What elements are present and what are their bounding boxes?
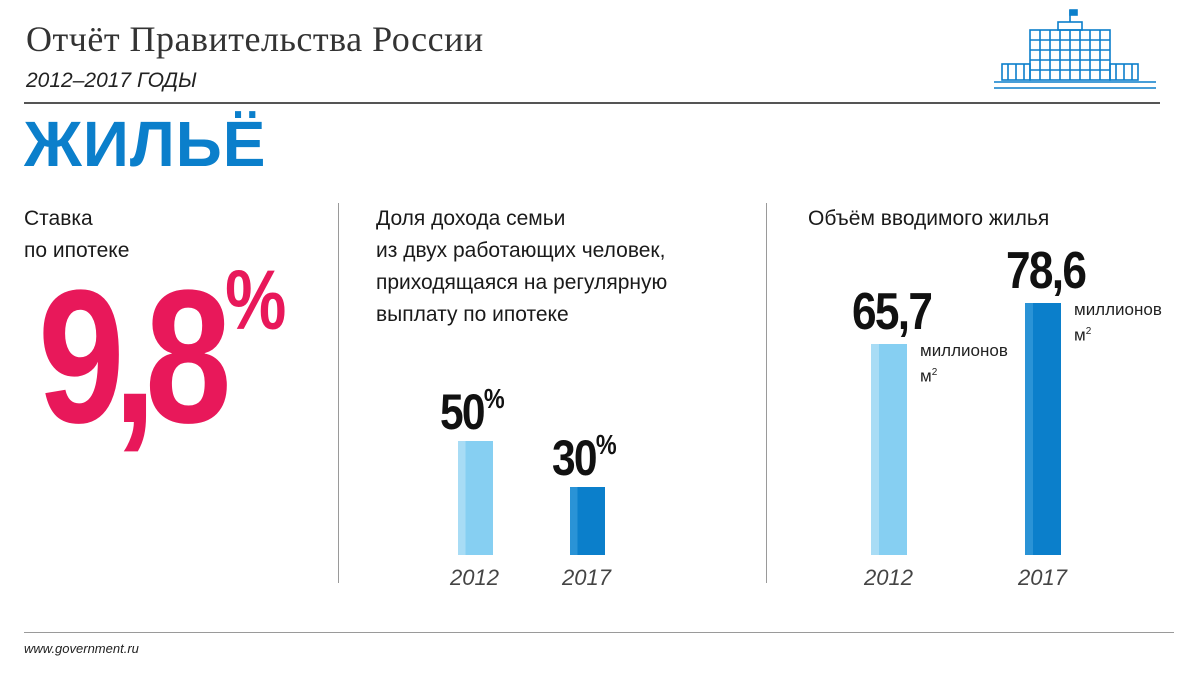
unit-exponent: 2	[931, 367, 938, 379]
income-share-title-line: выплату по ипотеке	[376, 303, 569, 326]
column-separator	[766, 203, 767, 583]
year-tick-label: 2017	[562, 565, 611, 590]
column-separator	[338, 203, 339, 583]
bar-2012	[458, 441, 493, 555]
unit-line2: м2	[920, 362, 1008, 388]
unit-exponent: 2	[1085, 326, 1092, 337]
unit-line1: миллионов	[920, 341, 1008, 361]
year-tick-label: 2012	[450, 565, 499, 590]
mortgage-label-line2: по ипотеке	[24, 239, 130, 262]
housing-volume-chart: 65,7 миллионов м2 2012 78,6 миллионов м2 2017	[850, 240, 1162, 590]
income-share-chart: 50% 2012 30% 2017	[430, 380, 650, 590]
footer-site-link[interactable]: www.government.ru	[24, 641, 139, 656]
bar-value-number: 50	[440, 384, 486, 440]
bar-2017	[570, 486, 605, 555]
bar-value-unit: %	[483, 383, 505, 414]
bar-2017	[1025, 303, 1061, 555]
unit-line1: миллионов	[1074, 300, 1162, 319]
mortgage-rate-percent: %	[225, 253, 287, 347]
income-share-title-line: из двух работающих человек,	[376, 239, 666, 262]
bar-value-number: 30	[552, 429, 598, 486]
income-share-title: Доля дохода семьи из двух работающих чел…	[376, 203, 667, 331]
section-title: ЖИЛЬЁ	[24, 108, 267, 180]
bar-2012	[871, 344, 907, 555]
mortgage-label-line1: Ставка	[24, 207, 93, 230]
unit-line2: м2	[1074, 321, 1162, 347]
header-divider	[24, 102, 1160, 104]
mortgage-label: Ставка по ипотеке	[24, 203, 129, 267]
year-tick-label: 2012	[864, 565, 913, 590]
government-house-icon	[994, 9, 1156, 89]
year-tick-label: 2017	[1018, 565, 1067, 590]
mortgage-rate-value: 9,8%	[38, 258, 286, 452]
income-share-title-line: Доля дохода семьи	[376, 207, 566, 230]
bar-unit-label: миллионов м2	[1074, 299, 1162, 347]
page-title: Отчёт Правительства России	[26, 19, 484, 59]
mortgage-rate-number: 9,8	[38, 251, 232, 463]
page-subtitle: 2012–2017 ГОДЫ	[26, 69, 197, 92]
bar-unit-label: миллионов м2	[920, 340, 1008, 388]
bar-value-label: 50%	[440, 384, 505, 440]
bar-value-label: 65,7	[852, 283, 933, 342]
bar-value-unit: %	[595, 428, 617, 460]
unit-base: м	[1074, 325, 1086, 345]
housing-volume-title: Объём вводимого жилья	[808, 207, 1050, 230]
footer-divider	[24, 632, 1174, 633]
bar-value-label: 78,6	[1006, 242, 1087, 300]
income-share-title-line: приходящаяся на регулярную	[376, 271, 668, 294]
unit-base: м	[920, 367, 932, 386]
bar-value-label: 30%	[552, 429, 617, 486]
